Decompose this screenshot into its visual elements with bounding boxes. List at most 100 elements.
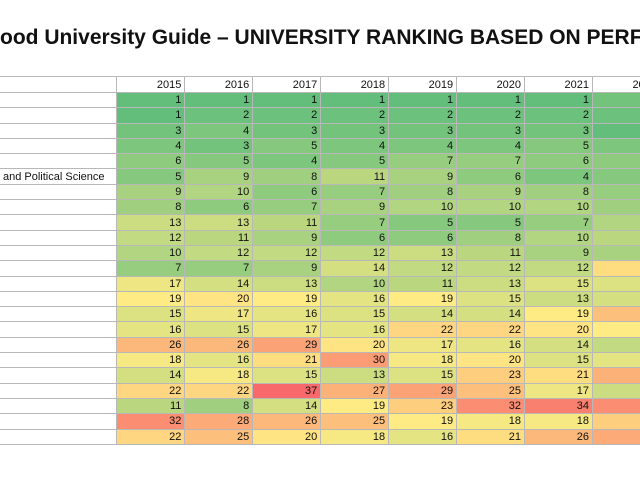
rank-cell: 9: [456, 183, 526, 201]
rank-cell: 5: [252, 137, 322, 155]
rank-cell: 12: [388, 260, 458, 277]
rank-cell: 9: [591, 244, 640, 262]
rank-cell: 1: [116, 91, 186, 109]
rank-cell: 5: [456, 214, 526, 231]
row-label: [0, 122, 118, 139]
row-label: [0, 413, 118, 430]
rank-cell: 10: [320, 275, 390, 292]
table-row: and Political Science598119645: [0, 168, 640, 185]
rank-cell: 19: [320, 397, 390, 415]
rank-cell: 10: [591, 214, 640, 231]
rank-cell: 1: [388, 91, 458, 109]
rank-cell: 6: [320, 229, 390, 246]
row-label: [0, 229, 118, 246]
rank-cell: 2: [591, 107, 640, 124]
rank-cell: 18: [116, 352, 186, 369]
rank-cell: 15: [524, 275, 593, 292]
table-row: 43544454: [0, 137, 640, 155]
rank-cell: 15: [320, 306, 390, 323]
rank-cell: 18: [184, 367, 254, 384]
table-row: 2222372729251713: [0, 382, 640, 399]
rank-cell: 3: [184, 137, 254, 155]
rank-cell: 19: [388, 413, 458, 430]
rank-cell: 20: [184, 290, 254, 308]
rank-cell: 13: [184, 214, 254, 231]
rank-cell: 14: [591, 290, 640, 308]
rank-cell: 23: [456, 367, 526, 384]
rank-cell: 2: [388, 107, 458, 124]
rank-cell: 2: [320, 107, 390, 124]
rank-cell: 6: [252, 183, 322, 201]
table-row: 12222222: [0, 107, 640, 124]
rank-cell: 16: [320, 290, 390, 308]
rank-cell: 28: [184, 413, 254, 430]
rank-cell: 7: [388, 153, 458, 170]
rank-cell: 20: [524, 321, 593, 338]
rank-cell: 15: [184, 321, 254, 338]
rank-cell: 27: [320, 382, 390, 399]
rank-cell: 13: [456, 275, 526, 292]
rank-cell: 6: [456, 168, 526, 185]
rank-cell: 8: [116, 199, 186, 216]
rank-cell: 15: [591, 275, 640, 292]
rank-cell: 7: [456, 153, 526, 170]
row-label: [0, 367, 118, 384]
rank-cell: 12: [320, 244, 390, 262]
rank-cell: 12: [116, 229, 186, 246]
rank-cell: 8: [456, 229, 526, 246]
rank-cell: 23: [591, 413, 640, 430]
rank-cell: 11: [184, 229, 254, 246]
header-cell: [0, 76, 118, 93]
table-row: 910678987: [0, 183, 640, 201]
row-label: [0, 275, 118, 292]
rank-cell: 9: [388, 168, 458, 185]
row-label: [0, 183, 118, 201]
rank-cell: 14: [184, 275, 254, 292]
rank-cell: 14: [388, 306, 458, 323]
rank-cell: 4: [524, 168, 593, 185]
rank-cell: 6: [388, 229, 458, 246]
rank-cell: 12: [456, 260, 526, 277]
rank-cell: 11: [456, 244, 526, 262]
rank-cell: 8: [252, 168, 322, 185]
rank-cell: 18: [456, 413, 526, 430]
ranking-table: 201520162017201820192020202120222 111111…: [0, 76, 640, 445]
rank-cell: 25: [320, 413, 390, 430]
row-label: [0, 352, 118, 369]
rank-cell: 4: [252, 153, 322, 170]
rank-cell: 15: [524, 352, 593, 369]
rank-cell: 8: [591, 199, 640, 216]
rank-cell: 6: [524, 153, 593, 170]
rank-cell: 5: [524, 137, 593, 155]
rank-cell: 4: [591, 137, 640, 155]
row-label: [0, 244, 118, 262]
rank-cell: 5: [591, 168, 640, 185]
table-row: 1714131011131515: [0, 275, 640, 292]
rank-cell: 14: [524, 336, 593, 354]
rank-cell: 30: [320, 352, 390, 369]
table-row: 1816213018201516: [0, 352, 640, 369]
row-label: [0, 428, 118, 445]
rank-cell: 1: [252, 91, 322, 109]
rank-cell: 3: [116, 122, 186, 139]
rank-cell: 2: [456, 107, 526, 124]
table-row: 1920191619151314: [0, 290, 640, 308]
rank-cell: 4: [184, 122, 254, 139]
table-row: 1615171622222019: [0, 321, 640, 338]
rank-cell: 1: [116, 107, 186, 124]
rank-cell: 19: [116, 290, 186, 308]
rank-cell: 12: [252, 244, 322, 262]
rank-cell: 17: [388, 336, 458, 354]
rank-cell: 16: [456, 336, 526, 354]
rank-cell: 20: [252, 428, 322, 445]
rank-cell: 4: [388, 137, 458, 155]
row-label: [0, 153, 118, 170]
rank-cell: 22: [116, 382, 186, 399]
rank-cell: 8: [524, 183, 593, 201]
row-label: [0, 382, 118, 399]
rank-cell: 14: [456, 306, 526, 323]
table-row: 86791010108: [0, 199, 640, 216]
rank-cell: 5: [116, 168, 186, 185]
rank-cell: 12: [184, 244, 254, 262]
